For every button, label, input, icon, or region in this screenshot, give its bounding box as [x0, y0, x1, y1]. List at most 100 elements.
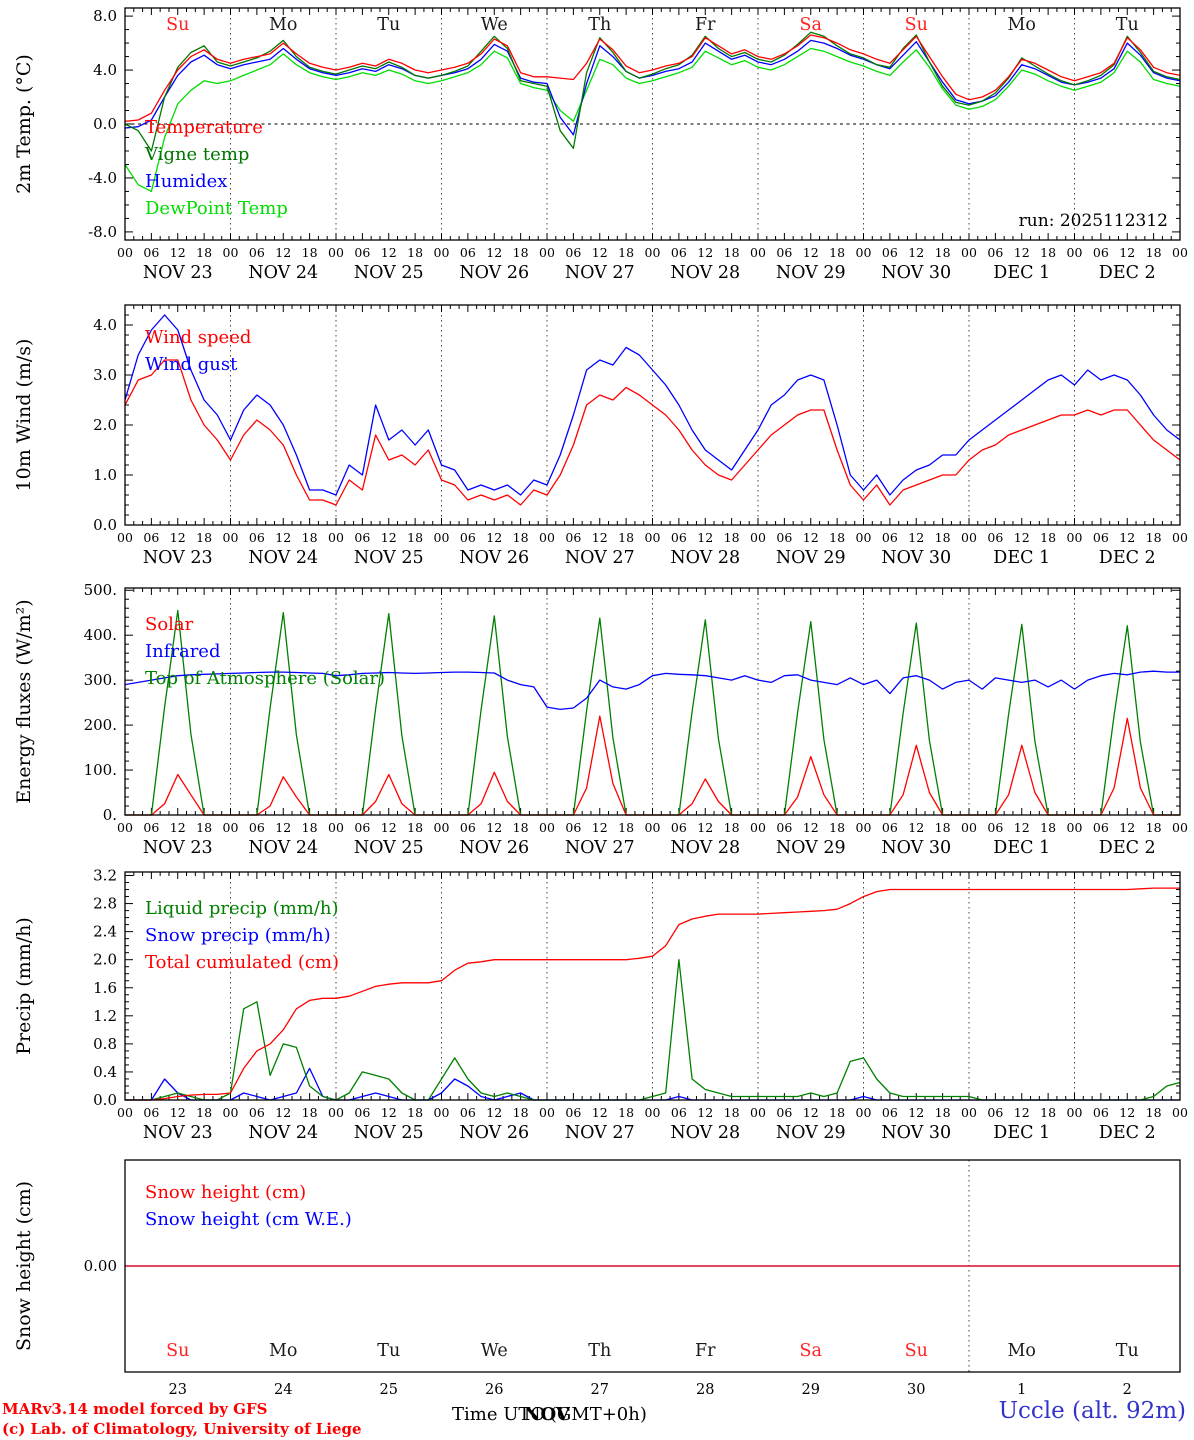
svg-text:26: 26 [485, 1382, 503, 1398]
svg-text:00: 00 [750, 530, 766, 545]
svg-text:00: 00 [434, 530, 450, 545]
svg-text:06: 06 [776, 1105, 792, 1120]
svg-text:NOV 30: NOV 30 [881, 838, 951, 858]
svg-text:00: 00 [856, 245, 872, 260]
svg-text:-4.0: -4.0 [88, 169, 117, 187]
svg-text:DEC 2: DEC 2 [1099, 548, 1156, 568]
svg-text:Fr: Fr [695, 1341, 716, 1361]
svg-text:DewPoint Temp: DewPoint Temp [145, 198, 288, 219]
svg-text:06: 06 [776, 820, 792, 835]
svg-text:18: 18 [1040, 530, 1056, 545]
svg-text:18: 18 [196, 1105, 212, 1120]
svg-text:We: We [481, 15, 508, 35]
svg-text:18: 18 [724, 245, 740, 260]
svg-text:DEC 1: DEC 1 [993, 263, 1050, 283]
svg-text:12: 12 [486, 820, 502, 835]
svg-text:00: 00 [1067, 820, 1083, 835]
svg-text:300.: 300. [84, 671, 117, 689]
svg-text:00: 00 [328, 530, 344, 545]
svg-text:12: 12 [697, 820, 713, 835]
svg-text:We: We [481, 1341, 508, 1361]
svg-text:06: 06 [1093, 530, 1109, 545]
svg-text:-8.0: -8.0 [88, 223, 117, 241]
svg-text:4.0: 4.0 [93, 316, 117, 334]
svg-text:12: 12 [1119, 530, 1135, 545]
svg-text:06: 06 [1093, 245, 1109, 260]
svg-text:2.0: 2.0 [93, 951, 117, 969]
svg-text:06: 06 [987, 530, 1003, 545]
svg-text:00: 00 [328, 1105, 344, 1120]
svg-text:12: 12 [381, 245, 397, 260]
svg-text:06: 06 [460, 245, 476, 260]
svg-text:06: 06 [249, 245, 265, 260]
svg-text:18: 18 [935, 1105, 951, 1120]
svg-text:00: 00 [1067, 245, 1083, 260]
svg-text:12: 12 [486, 1105, 502, 1120]
svg-text:00: 00 [1172, 245, 1188, 260]
svg-text:06: 06 [671, 820, 687, 835]
svg-text:Mo: Mo [269, 15, 297, 35]
svg-text:Liquid precip (mm/h): Liquid precip (mm/h) [145, 898, 339, 919]
svg-text:06: 06 [987, 820, 1003, 835]
svg-text:06: 06 [460, 1105, 476, 1120]
svg-text:18: 18 [935, 820, 951, 835]
svg-text:Solar: Solar [145, 614, 194, 635]
svg-text:Su: Su [905, 15, 928, 35]
svg-text:NOV 27: NOV 27 [565, 548, 635, 568]
svg-text:12: 12 [908, 1105, 924, 1120]
svg-text:4.0: 4.0 [93, 61, 117, 79]
svg-text:00: 00 [539, 820, 555, 835]
svg-text:00: 00 [961, 1105, 977, 1120]
panel-snow: 0.00 Snow height (cm) Snow height (cm) Snow… [13, 1159, 1181, 1398]
svg-text:Tu: Tu [377, 1341, 400, 1361]
svg-text:12: 12 [908, 820, 924, 835]
svg-text:00: 00 [750, 245, 766, 260]
svg-text:00: 00 [645, 1105, 661, 1120]
svg-text:DEC 2: DEC 2 [1099, 1123, 1156, 1143]
svg-text:06: 06 [671, 245, 687, 260]
svg-text:NOV 27: NOV 27 [565, 1123, 635, 1143]
svg-text:NOV 24: NOV 24 [248, 548, 318, 568]
svg-text:00: 00 [1067, 1105, 1083, 1120]
svg-text:NOV 28: NOV 28 [670, 1123, 740, 1143]
svg-text:12: 12 [1119, 1105, 1135, 1120]
svg-text:NOV 29: NOV 29 [776, 548, 846, 568]
svg-text:06: 06 [565, 1105, 581, 1120]
svg-text:18: 18 [1146, 530, 1162, 545]
svg-text:12: 12 [803, 530, 819, 545]
svg-text:NOV 29: NOV 29 [776, 838, 846, 858]
svg-text:00: 00 [223, 820, 239, 835]
svg-text:Wind speed: Wind speed [145, 327, 251, 348]
svg-text:00: 00 [117, 1105, 133, 1120]
svg-text:12: 12 [697, 245, 713, 260]
svg-text:NOV 28: NOV 28 [670, 548, 740, 568]
svg-text:12: 12 [697, 530, 713, 545]
svg-text:00: 00 [750, 1105, 766, 1120]
panel-wind: 4.0 3.0 2.0 1.0 0.0 10m Wind (m/s) Wind speed W… [13, 304, 1188, 568]
svg-text:06: 06 [249, 1105, 265, 1120]
svg-text:Snow height (cm): Snow height (cm) [145, 1182, 306, 1203]
svg-text:00: 00 [856, 1105, 872, 1120]
svg-text:NOV 28: NOV 28 [670, 838, 740, 858]
svg-text:27: 27 [591, 1382, 609, 1398]
svg-text:18: 18 [935, 245, 951, 260]
svg-text:Th: Th [588, 1341, 611, 1361]
svg-text:06: 06 [354, 1105, 370, 1120]
svg-text:18: 18 [1146, 245, 1162, 260]
svg-text:NOV 25: NOV 25 [354, 548, 424, 568]
svg-text:00: 00 [539, 1105, 555, 1120]
svg-text:18: 18 [1040, 1105, 1056, 1120]
svg-text:06: 06 [882, 530, 898, 545]
svg-text:0.8: 0.8 [93, 1035, 117, 1053]
svg-text:NOV 23: NOV 23 [143, 548, 213, 568]
svg-text:3.2: 3.2 [93, 867, 117, 885]
svg-text:18: 18 [618, 245, 634, 260]
model-credit-text: MARv3.14 model forced by GFS [2, 1400, 268, 1418]
svg-text:12: 12 [1014, 1105, 1030, 1120]
svg-text:18: 18 [829, 820, 845, 835]
svg-text:00: 00 [1067, 530, 1083, 545]
svg-text:12: 12 [592, 530, 608, 545]
svg-text:NOV 27: NOV 27 [565, 263, 635, 283]
svg-text:18: 18 [1040, 820, 1056, 835]
